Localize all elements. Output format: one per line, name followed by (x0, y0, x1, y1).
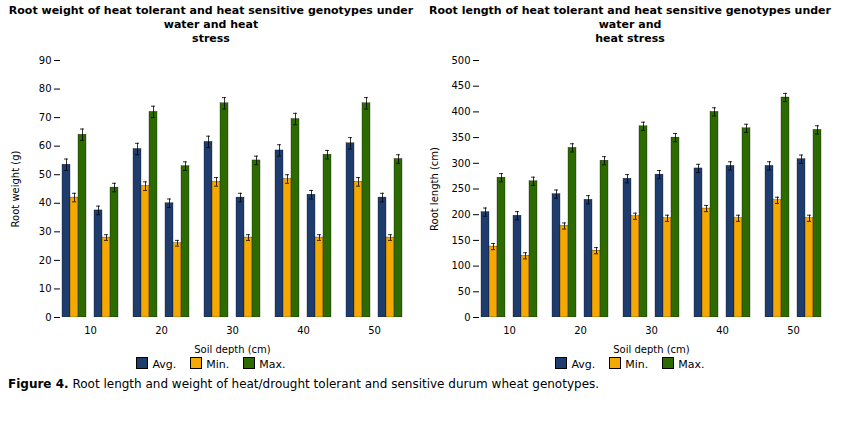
svg-text:500: 500 (451, 55, 470, 66)
svg-text:50: 50 (787, 325, 800, 336)
svg-text:300: 300 (451, 158, 470, 169)
svg-text:40: 40 (716, 325, 729, 336)
svg-text:30: 30 (226, 325, 239, 336)
svg-text:90: 90 (39, 55, 52, 66)
svg-text:400: 400 (451, 106, 470, 117)
svg-text:60: 60 (39, 140, 52, 151)
svg-text:70: 70 (39, 112, 52, 123)
svg-text:Soil depth (cm): Soil depth (cm) (613, 344, 690, 355)
svg-text:10: 10 (39, 283, 52, 294)
svg-text:350: 350 (451, 132, 470, 143)
html-text:Avg.: Avg. (571, 358, 596, 371)
svg-text:Soil depth (cm): Soil depth (cm) (194, 344, 271, 355)
svg-text:450: 450 (451, 80, 470, 91)
svg-text:20: 20 (574, 325, 587, 336)
svg-text:40: 40 (39, 197, 52, 208)
html-text:Figure 4. Root length and weig: Figure 4. Root length and weight of heat… (8, 377, 600, 391)
svg-text:Root length (cm): Root length (cm) (429, 147, 440, 231)
html-text:Min.: Min. (625, 358, 649, 371)
svg-text:80: 80 (39, 83, 52, 94)
html-text:Root length of heat tolerant a: Root length of heat tolerant and heat se… (429, 4, 831, 45)
svg-text:100: 100 (451, 260, 470, 271)
html-text:Root weight of heat tolerant a: Root weight of heat tolerant and heat se… (8, 4, 414, 45)
svg-text:10: 10 (503, 325, 516, 336)
svg-text:150: 150 (451, 235, 470, 246)
svg-text:10: 10 (84, 325, 97, 336)
svg-text:250: 250 (451, 183, 470, 194)
svg-text:0: 0 (464, 312, 470, 323)
svg-text:50: 50 (39, 169, 52, 180)
svg-text:30: 30 (645, 325, 658, 336)
svg-text:Root weight (g): Root weight (g) (10, 150, 21, 227)
svg-text:30: 30 (39, 226, 52, 237)
svg-text:50: 50 (368, 325, 381, 336)
html-text:Max.: Max. (678, 358, 705, 371)
html-text:Min.: Min. (206, 358, 230, 371)
svg-text:0: 0 (45, 312, 51, 323)
svg-text:20: 20 (39, 255, 52, 266)
svg-text:50: 50 (458, 286, 471, 297)
html-text:Max.: Max. (259, 358, 286, 371)
svg-text:40: 40 (297, 325, 310, 336)
html-text:Avg.: Avg. (152, 358, 177, 371)
svg-text:20: 20 (155, 325, 168, 336)
svg-text:200: 200 (451, 209, 470, 220)
